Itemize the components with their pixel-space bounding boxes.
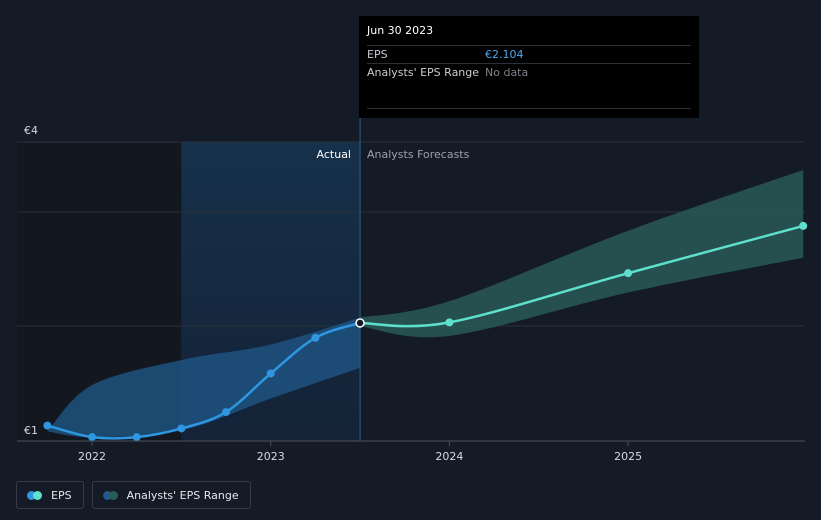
eps-point xyxy=(624,269,633,278)
eps-point xyxy=(266,369,275,378)
legend-range-toggle[interactable]: Analysts' EPS Range xyxy=(91,481,251,509)
eps-range-bands xyxy=(47,169,804,438)
eps-point-current xyxy=(355,318,365,328)
eps-point xyxy=(132,433,141,442)
eps-range-band-past xyxy=(47,317,361,438)
eps-point xyxy=(799,221,808,230)
eps-range-band-forecast xyxy=(360,169,804,338)
eps-legend-icon xyxy=(27,490,42,500)
eps-points xyxy=(43,221,808,442)
eps-point xyxy=(311,333,320,342)
x-tick-label: 2024 xyxy=(435,450,463,463)
eps-line-forecast xyxy=(358,224,805,328)
legend-eps-label: EPS xyxy=(51,488,72,502)
tooltip-eps-value: €2.104 xyxy=(485,48,524,61)
range-legend-icon xyxy=(102,490,118,500)
eps-point xyxy=(88,433,97,442)
x-tick-label: 2023 xyxy=(257,450,285,463)
tooltip-eps-label: EPS xyxy=(367,48,388,61)
y-tick-label: €4 xyxy=(24,124,38,137)
tooltip: Jun 30 2023 EPS €2.104 Analysts' EPS Ran… xyxy=(359,16,699,118)
tooltip-eps-row: EPS €2.104 xyxy=(367,46,691,64)
eps-point xyxy=(43,421,52,430)
tooltip-range-label: Analysts' EPS Range xyxy=(367,66,480,79)
actual-label: Actual xyxy=(317,148,351,161)
tooltip-range-row: Analysts' EPS Range No data xyxy=(367,64,691,81)
axes: 2022 2023 2024 2025 €4 €1 xyxy=(17,124,805,463)
eps-point xyxy=(222,408,231,417)
legend-range-label: Analysts' EPS Range xyxy=(126,488,239,502)
tooltip-divider xyxy=(367,108,691,109)
x-tick-label: 2025 xyxy=(614,450,642,463)
tooltip-date: Jun 30 2023 xyxy=(367,24,691,46)
tooltip-range-value: No data xyxy=(485,66,529,79)
legend-eps-toggle[interactable]: EPS xyxy=(16,481,84,509)
forecast-label: Analysts Forecasts xyxy=(367,148,470,161)
y-tick-label: €1 xyxy=(24,424,38,437)
eps-point xyxy=(445,318,454,327)
legend: EPS Analysts' EPS Range xyxy=(16,481,251,509)
x-tick-label: 2022 xyxy=(78,450,106,463)
eps-point xyxy=(177,424,186,433)
